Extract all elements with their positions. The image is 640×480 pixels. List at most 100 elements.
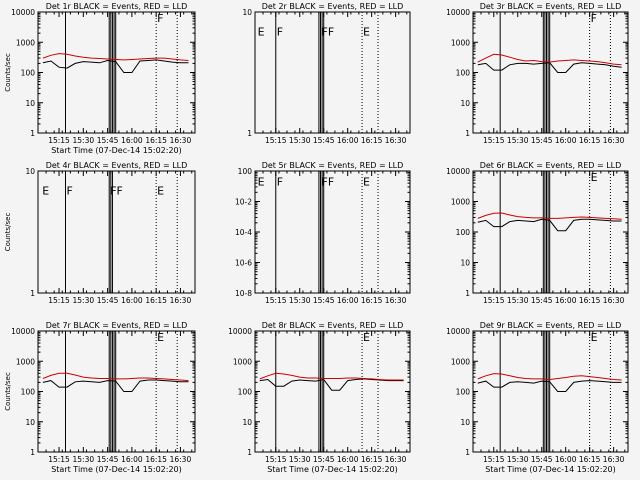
y-tick-label: 1 [30,129,35,138]
x-tick-label: 15:45 [313,455,335,464]
y-tick-label: 1000 [451,198,470,207]
flag-marker: F [277,25,283,38]
x-tick-label: 15:30 [289,296,311,305]
flag-marker: E [42,185,49,198]
x-tick-label: 15:15 [48,455,70,464]
plot-frame [37,170,196,294]
x-tick-label: 15:15 [265,296,287,305]
x-tick-label: 15:45 [313,296,335,305]
series-lld-line [477,212,622,220]
y-tick-label: 1 [247,129,252,138]
series-events-line [477,380,622,392]
x-tick-label: 16:15 [361,296,383,305]
chart-panel-9: Det 9r BLACK = Events, RED = LLD 1 10 100 10… [446,321,629,474]
x-tick-label: 15:30 [73,296,95,305]
flag-marker: E [258,25,265,38]
x-tick-label: 15:30 [73,455,95,464]
x-tick-label: 16:30 [603,455,625,464]
x-tick-label: 15:45 [531,296,553,305]
flag-marker: FF [322,25,335,38]
x-tick-label: 16:15 [145,136,167,145]
y-tick-label: 100 [456,228,471,237]
y-tick-label: 10 [460,418,470,427]
flag-marker: E [363,176,370,189]
plot-frame [37,11,196,134]
chart-title: Det 4r BLACK = Events, RED = LLD [46,161,188,170]
x-tick-label: 16:15 [361,136,383,145]
x-tick-label: 15:30 [73,136,95,145]
series-events-line [477,62,622,73]
series-lld-line [477,373,622,381]
y-tick-label: 1 [30,448,35,457]
y-axis-label: Counts/sec [4,53,12,92]
series-lld-line [477,53,622,66]
chart-title: Det 5r BLACK = Events, RED = LLD [262,161,404,170]
x-tick-label: 16:00 [337,296,359,305]
x-tick-label: 15:15 [483,296,505,305]
x-tick-label: 16:00 [555,455,577,464]
chart-panel-4: Det 4r BLACK = Events, RED = LLD 1 10 15:15… [4,161,196,305]
y-tick-label: 10000 [11,327,35,336]
x-tick-label: 16:30 [170,455,192,464]
series-events-line [42,59,189,73]
x-tick-label: 16:30 [385,136,407,145]
x-tick-label: 16:15 [579,136,601,145]
y-tick-label: 1000 [451,357,470,366]
x-tick-label: 15:45 [97,455,119,464]
plot-frame [472,11,629,134]
y-tick-label: 10 [242,8,252,17]
flag-marker: F [277,176,283,189]
series-events-line [42,379,189,392]
y-tick-label: 10-6 [235,259,252,268]
flag-marker: F [157,12,163,25]
y-tick-label: 1000 [233,357,252,366]
flag-marker: F [591,12,597,25]
x-tick-label: 16:30 [170,296,192,305]
y-axis-label: Counts/sec [4,372,12,411]
chart-title: Det 8r BLACK = Events, RED = LLD [262,321,404,330]
chart-panel-7: Det 7r BLACK = Events, RED = LLD 1 10 100 10… [4,321,196,474]
plot-frame [472,330,629,453]
x-tick-label: 15:45 [531,455,553,464]
y-tick-label: 10 [25,167,35,176]
x-tick-label: 15:15 [265,455,287,464]
flag-marker: E [157,331,164,344]
x-tick-label: 16:15 [361,455,383,464]
x-tick-label: 16:30 [385,296,407,305]
x-tick-label: 15:15 [48,136,70,145]
plot-frame [254,330,411,453]
y-tick-label: 1000 [16,357,35,366]
x-tick-label: 15:30 [289,455,311,464]
flag-marker: E [363,25,370,38]
chart-panel-5: Det 5r BLACK = Events, RED = LLD 10-8 10-6… [235,161,411,305]
x-tick-label: 16:00 [121,455,143,464]
y-tick-label: 10 [242,418,252,427]
y-tick-label: 10 [25,418,35,427]
series-lld-line [42,372,189,382]
y-tick-label: 100 [238,167,253,176]
x-tick-label: 15:30 [507,136,529,145]
flag-marker: E [591,171,598,184]
x-axis-label: Start Time (07-Dec-14 15:02:20) [267,465,398,474]
series-events-line [259,378,404,391]
y-tick-label: 10000 [446,167,470,176]
flag-marker: E [258,176,265,189]
chart-panel-2: Det 2r BLACK = Events, RED = LLD 1 10 15:15… [242,2,411,145]
x-tick-label: 16:00 [555,136,577,145]
y-tick-label: 1000 [451,38,470,47]
chart-title: Det 6r BLACK = Events, RED = LLD [480,161,622,170]
x-tick-label: 15:45 [97,136,119,145]
y-tick-label: 1 [465,448,470,457]
chart-title: Det 2r BLACK = Events, RED = LLD [262,2,404,11]
x-tick-label: 15:45 [97,296,119,305]
flag-marker: E [157,185,164,198]
y-tick-label: 10-8 [235,289,252,298]
y-tick-label: 10 [25,99,35,108]
x-tick-label: 16:30 [385,455,407,464]
series-lld-line [259,372,404,381]
x-tick-label: 16:30 [603,296,625,305]
chart-title: Det 7r BLACK = Events, RED = LLD [46,321,188,330]
series-events-line [477,218,622,232]
plot-frame [37,330,196,453]
